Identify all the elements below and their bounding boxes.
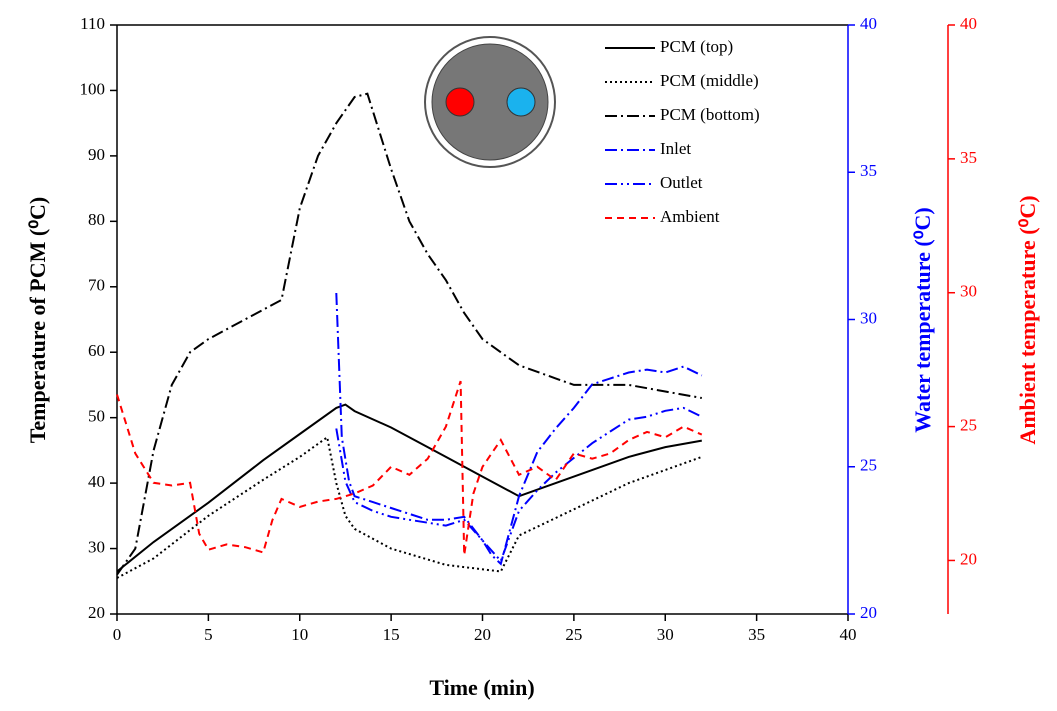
- x-tick-label: 25: [565, 625, 582, 644]
- y-tick-label: 35: [960, 148, 977, 167]
- inset-icon: [424, 36, 556, 168]
- x-tick-label: 30: [657, 625, 674, 644]
- y-tick-label: 40: [960, 14, 977, 33]
- legend-label: Outlet: [660, 173, 703, 192]
- y-tick-label: 100: [80, 79, 106, 98]
- y-tick-label: 110: [80, 14, 105, 33]
- y2-axis-label: Water temperature (⁰C): [910, 207, 935, 432]
- y-tick-label: 40: [88, 472, 105, 491]
- y-tick-label: 25: [860, 456, 877, 475]
- y3-axis-label: Ambient temperature (⁰C): [1015, 195, 1040, 444]
- legend-label: PCM (bottom): [660, 105, 760, 124]
- series-line: [116, 403, 702, 573]
- x-axis-label: Time (min): [429, 675, 534, 700]
- y-tick-label: 40: [860, 14, 877, 33]
- y-tick-label: 25: [960, 415, 977, 434]
- y-axis-label: Temperature of PCM (⁰C): [25, 197, 50, 443]
- y-tick-label: 70: [88, 276, 105, 295]
- series-line: [335, 406, 703, 563]
- legend-label: PCM (middle): [660, 71, 759, 90]
- legend-label: PCM (top): [660, 37, 733, 56]
- y-tick-label: 90: [88, 145, 105, 164]
- x-tick-label: 0: [113, 625, 122, 644]
- series-line: [116, 435, 703, 579]
- legend-label: Ambient: [660, 207, 720, 226]
- y-tick-label: 30: [960, 282, 977, 301]
- y-tick-label: 60: [88, 341, 105, 360]
- series-line: [335, 292, 703, 566]
- x-tick-label: 5: [204, 625, 213, 644]
- y-tick-label: 50: [88, 407, 105, 426]
- y-tick-label: 80: [88, 210, 105, 229]
- series-line: [116, 380, 703, 556]
- series-line: [116, 92, 702, 576]
- y-tick-label: 35: [860, 161, 877, 180]
- legend-label: Inlet: [660, 139, 691, 158]
- x-tick-label: 35: [748, 625, 765, 644]
- y-tick-label: 30: [88, 537, 105, 556]
- x-tick-label: 40: [840, 625, 857, 644]
- x-tick-label: 10: [291, 625, 308, 644]
- y-tick-label: 20: [860, 603, 877, 622]
- y-tick-label: 20: [960, 549, 977, 568]
- y-tick-label: 30: [860, 308, 877, 327]
- x-tick-label: 15: [383, 625, 400, 644]
- y-tick-label: 20: [88, 603, 105, 622]
- x-tick-label: 20: [474, 625, 491, 644]
